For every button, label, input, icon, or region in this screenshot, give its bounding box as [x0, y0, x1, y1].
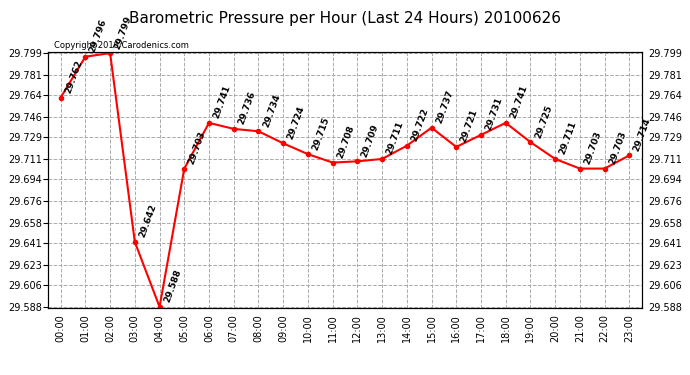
Text: 29.799: 29.799	[113, 14, 133, 50]
Text: 29.711: 29.711	[385, 120, 405, 156]
Text: 29.734: 29.734	[262, 93, 282, 129]
Text: 29.724: 29.724	[286, 105, 306, 141]
Text: Barometric Pressure per Hour (Last 24 Hours) 20100626: Barometric Pressure per Hour (Last 24 Ho…	[129, 11, 561, 26]
Text: 29.708: 29.708	[335, 124, 356, 160]
Text: 29.709: 29.709	[360, 123, 380, 159]
Text: 29.588: 29.588	[162, 268, 183, 304]
Text: 29.762: 29.762	[63, 59, 83, 95]
Text: 29.715: 29.715	[310, 116, 331, 152]
Text: 29.703: 29.703	[187, 130, 208, 166]
Text: 29.642: 29.642	[137, 203, 158, 239]
Text: 29.703: 29.703	[582, 130, 603, 166]
Text: 29.711: 29.711	[558, 120, 578, 156]
Text: 29.737: 29.737	[434, 89, 455, 125]
Text: 29.731: 29.731	[484, 96, 504, 132]
Text: 29.796: 29.796	[88, 18, 108, 54]
Text: 29.722: 29.722	[410, 107, 430, 143]
Text: 29.703: 29.703	[607, 130, 628, 166]
Text: 29.741: 29.741	[212, 84, 233, 120]
Text: 29.714: 29.714	[632, 117, 653, 153]
Text: Copyright 2010 Carodenics.com: Copyright 2010 Carodenics.com	[55, 41, 189, 50]
Text: 29.736: 29.736	[237, 90, 257, 126]
Text: 29.741: 29.741	[509, 84, 529, 120]
Text: 29.725: 29.725	[533, 104, 553, 140]
Text: 29.721: 29.721	[459, 108, 480, 144]
